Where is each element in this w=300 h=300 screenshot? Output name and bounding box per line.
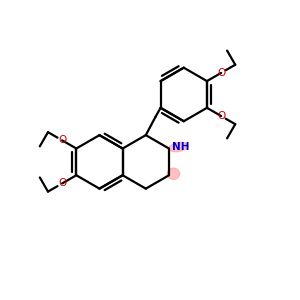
Text: O: O	[58, 135, 66, 145]
Text: O: O	[217, 111, 225, 121]
Ellipse shape	[167, 168, 180, 179]
Text: NH: NH	[172, 142, 189, 152]
Text: O: O	[217, 68, 225, 78]
Text: O: O	[58, 178, 66, 188]
Ellipse shape	[169, 142, 188, 152]
